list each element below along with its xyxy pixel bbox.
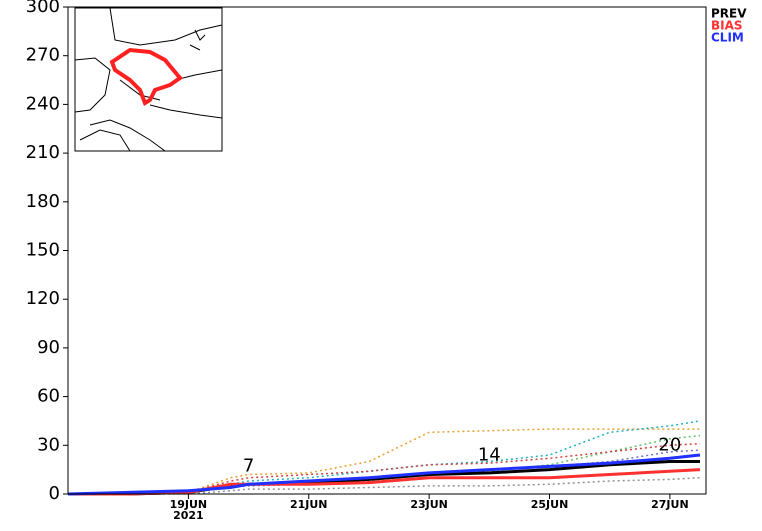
x-tick-label: 19JUN [170,498,208,511]
legend-entry: BIAS [711,19,743,33]
annotation: 14 [478,444,501,465]
y-tick-label: 210 [26,142,60,163]
x-tick-label: 25JUN [531,498,569,511]
x-tick-label: 21JUN [290,498,328,511]
series-line [68,468,701,496]
legend-entry: PREV [711,7,747,21]
member-line [68,420,701,495]
member-line [68,428,700,495]
y-tick-label: 300 [26,0,60,17]
legend-entry: CLIM [711,31,744,45]
series-line [67,453,701,496]
y-tick-label: 270 [26,45,60,66]
y-tick-label: 30 [37,434,60,455]
y-tick-label: 90 [37,337,60,358]
y-tick-label: 180 [26,191,60,212]
y-tick-label: 150 [26,240,60,261]
y-tick-label: 60 [37,386,60,407]
x-sublabel: 2021 [173,509,204,522]
inset-map [74,7,223,152]
annotation: 20 [658,435,681,456]
y-tick-label: 120 [26,288,60,309]
x-tick-label: 23JUN [410,498,448,511]
annotation: 7 [243,456,254,477]
x-tick-label: 27JUN [651,498,689,511]
y-tick-label: 0 [49,483,60,504]
y-tick-label: 240 [26,93,60,114]
